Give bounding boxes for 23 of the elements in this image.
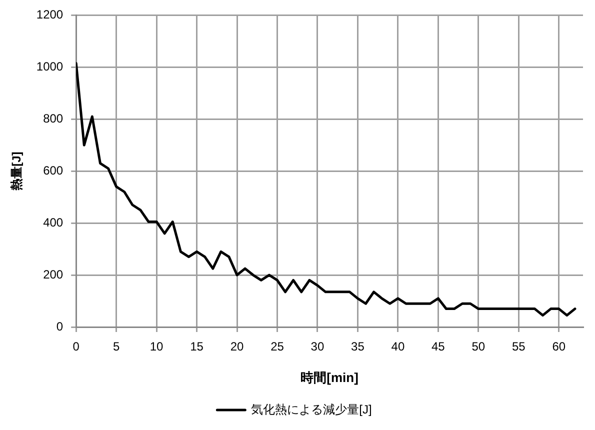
y-tick-label: 1000 [36,59,64,74]
y-tick-label: 1200 [36,8,64,22]
y-axis-title: 熱量[J] [10,152,24,192]
x-tick-label: 50 [472,340,486,354]
legend-label: 気化熱による減少量[J] [251,402,372,416]
x-tick-label: 30 [310,340,324,354]
x-tick-label: 15 [190,340,204,354]
x-tick-label: 40 [391,340,405,354]
x-tick-label: 60 [552,340,566,354]
y-tick-label: 400 [43,215,64,230]
x-tick-label: 5 [112,340,120,354]
x-axis-title: 時間[min] [300,370,358,385]
x-tick-label: 55 [512,340,526,354]
x-tick-label: 25 [270,340,284,354]
x-tick-label: 0 [72,340,80,354]
x-tick-label: 10 [150,340,164,354]
y-tick-label: 200 [43,267,64,282]
x-tick-label: 35 [351,340,365,354]
y-tick-label: 0 [56,319,64,334]
x-tick-label: 45 [431,340,446,354]
y-tick-label: 600 [43,163,64,178]
y-tick-label: 800 [43,111,64,126]
x-tick-label: 20 [230,340,244,354]
